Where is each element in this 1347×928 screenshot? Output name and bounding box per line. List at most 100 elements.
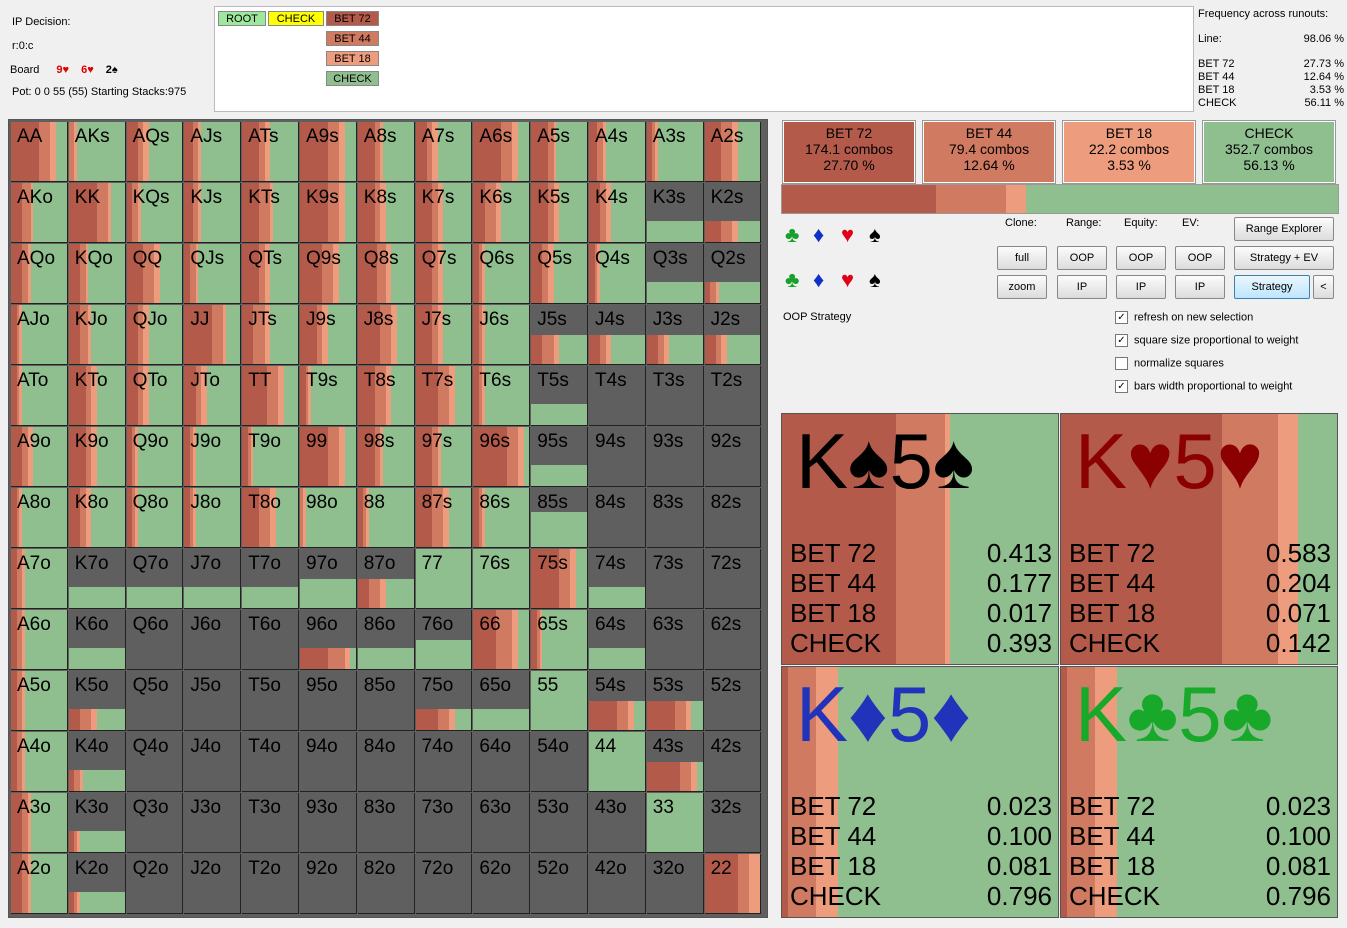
hand-cell-T7o[interactable]: T7o xyxy=(242,549,299,609)
hand-cell-KTo[interactable]: KTo xyxy=(68,366,126,426)
hand-cell-99[interactable]: 99 xyxy=(300,427,357,487)
hand-cell-A4s[interactable]: A4s xyxy=(589,122,646,182)
hand-cell-K4s[interactable]: K4s xyxy=(589,183,646,243)
hand-cell-73o[interactable]: 73o xyxy=(415,793,473,853)
hand-cell-82o[interactable]: 82o xyxy=(357,854,415,914)
hand-cell-QTo[interactable]: QTo xyxy=(126,366,184,426)
hand-cell-J7o[interactable]: J7o xyxy=(184,549,242,609)
option-checkbox[interactable]: normalize squares xyxy=(1115,357,1224,370)
hand-cell-54s[interactable]: 54s xyxy=(589,671,646,731)
hand-cell-92s[interactable]: 92s xyxy=(704,427,762,487)
tree-node-check-2[interactable]: CHECK xyxy=(326,71,379,86)
hand-cell-77[interactable]: 77 xyxy=(415,549,473,609)
hand-cell-Q3s[interactable]: Q3s xyxy=(646,244,704,304)
hand-cell-72o[interactable]: 72o xyxy=(415,854,473,914)
hand-cell-64o[interactable]: 64o xyxy=(473,732,531,792)
hand-cell-K3o[interactable]: K3o xyxy=(68,793,126,853)
hand-cell-84s[interactable]: 84s xyxy=(589,488,646,548)
hand-cell-J6o[interactable]: J6o xyxy=(184,610,242,670)
hand-cell-J7s[interactable]: J7s xyxy=(415,305,473,365)
hand-cell-A2o[interactable]: A2o xyxy=(11,854,68,914)
hand-cell-AQo[interactable]: AQo xyxy=(11,244,68,304)
strategy-ev-button[interactable]: Strategy + EV xyxy=(1234,246,1334,270)
hand-cell-A9o[interactable]: A9o xyxy=(11,427,68,487)
hand-cell-K5s[interactable]: K5s xyxy=(531,183,588,243)
hand-cell-J2s[interactable]: J2s xyxy=(704,305,762,365)
hand-cell-Q6s[interactable]: Q6s xyxy=(473,244,531,304)
option-checkbox[interactable]: ✓ square size proportional to weight xyxy=(1115,334,1298,347)
hand-cell-ATo[interactable]: ATo xyxy=(11,366,68,426)
hand-cell-J3o[interactable]: J3o xyxy=(184,793,242,853)
hand-cell-K4o[interactable]: K4o xyxy=(68,732,126,792)
hand-cell-J9o[interactable]: J9o xyxy=(184,427,242,487)
hand-cell-85s[interactable]: 85s xyxy=(531,488,588,548)
hand-cell-AKo[interactable]: AKo xyxy=(11,183,68,243)
hand-cell-KJo[interactable]: KJo xyxy=(68,305,126,365)
hand-cell-K8s[interactable]: K8s xyxy=(357,183,415,243)
hand-cell-T6s[interactable]: T6s xyxy=(473,366,531,426)
hand-cell-JJ[interactable]: JJ xyxy=(184,305,242,365)
hand-cell-76o[interactable]: 76o xyxy=(415,610,473,670)
hand-cell-64s[interactable]: 64s xyxy=(589,610,646,670)
hand-cell-QJo[interactable]: QJo xyxy=(126,305,184,365)
hand-cell-32o[interactable]: 32o xyxy=(646,854,704,914)
back-button[interactable]: < xyxy=(1313,275,1334,299)
hand-cell-A3s[interactable]: A3s xyxy=(646,122,704,182)
diamond-suit-toggle[interactable]: ♦ xyxy=(813,267,825,292)
hand-cell-87s[interactable]: 87s xyxy=(415,488,473,548)
tree-node-root[interactable]: ROOT xyxy=(218,11,266,26)
summary-check[interactable]: CHECK 352.7 combos 56.13 % xyxy=(1202,120,1336,184)
hand-cell-AJo[interactable]: AJo xyxy=(11,305,68,365)
hand-cell-AQs[interactable]: AQs xyxy=(126,122,184,182)
hand-cell-96s[interactable]: 96s xyxy=(473,427,531,487)
option-checkbox[interactable]: ✓ bars width proportional to weight xyxy=(1115,380,1292,393)
hand-cell-83o[interactable]: 83o xyxy=(357,793,415,853)
hand-cell-93o[interactable]: 93o xyxy=(300,793,357,853)
hand-cell-62o[interactable]: 62o xyxy=(473,854,531,914)
hand-cell-J4o[interactable]: J4o xyxy=(184,732,242,792)
hand-cell-52o[interactable]: 52o xyxy=(531,854,588,914)
tree-node-check[interactable]: CHECK xyxy=(268,11,324,26)
hand-cell-62s[interactable]: 62s xyxy=(704,610,762,670)
hand-cell-42o[interactable]: 42o xyxy=(589,854,646,914)
hand-cell-84o[interactable]: 84o xyxy=(357,732,415,792)
tree-node-bet18[interactable]: BET 18 xyxy=(326,51,379,66)
ev-oop-button[interactable]: OOP xyxy=(1175,246,1225,270)
hand-cell-Q6o[interactable]: Q6o xyxy=(126,610,184,670)
hand-cell-Q2o[interactable]: Q2o xyxy=(126,854,184,914)
hand-cell-93s[interactable]: 93s xyxy=(646,427,704,487)
hand-cell-42s[interactable]: 42s xyxy=(704,732,762,792)
hand-cell-T5s[interactable]: T5s xyxy=(531,366,588,426)
hand-cell-K2o[interactable]: K2o xyxy=(68,854,126,914)
hand-cell-Q9o[interactable]: Q9o xyxy=(126,427,184,487)
summary-bet-18[interactable]: BET 18 22.2 combos 3.53 % xyxy=(1062,120,1196,184)
checkbox-box[interactable] xyxy=(1115,357,1128,370)
hand-cell-97o[interactable]: 97o xyxy=(300,549,357,609)
hand-cell-KK[interactable]: KK xyxy=(68,183,126,243)
hand-cell-63o[interactable]: 63o xyxy=(473,793,531,853)
hand-cell-88[interactable]: 88 xyxy=(357,488,415,548)
hand-cell-K6o[interactable]: K6o xyxy=(68,610,126,670)
hand-cell-Q7s[interactable]: Q7s xyxy=(415,244,473,304)
hand-cell-96o[interactable]: 96o xyxy=(300,610,357,670)
hand-cell-83s[interactable]: 83s xyxy=(646,488,704,548)
hand-cell-A3o[interactable]: A3o xyxy=(11,793,68,853)
hand-cell-52s[interactable]: 52s xyxy=(704,671,762,731)
hand-cell-J9s[interactable]: J9s xyxy=(300,305,357,365)
hand-cell-33[interactable]: 33 xyxy=(646,793,704,853)
hand-cell-65s[interactable]: 65s xyxy=(531,610,588,670)
combo-panel-K5[interactable]: K♣5♣ BET 72 0.023 BET 44 0.100 BET 18 0.081 CHE… xyxy=(1060,666,1338,918)
hand-cell-K8o[interactable]: K8o xyxy=(68,488,126,548)
hand-cell-32s[interactable]: 32s xyxy=(704,793,762,853)
hand-cell-Q5o[interactable]: Q5o xyxy=(126,671,184,731)
hand-cell-75s[interactable]: 75s xyxy=(531,549,588,609)
hand-cell-AA[interactable]: AA xyxy=(11,122,68,182)
hand-cell-98s[interactable]: 98s xyxy=(357,427,415,487)
hand-cell-T8s[interactable]: T8s xyxy=(357,366,415,426)
hand-cell-T9o[interactable]: T9o xyxy=(242,427,299,487)
hand-cell-Q4s[interactable]: Q4s xyxy=(589,244,646,304)
spade-suit-toggle[interactable]: ♠ xyxy=(869,267,881,292)
hand-cell-TT[interactable]: TT xyxy=(242,366,299,426)
hand-cell-Q8s[interactable]: Q8s xyxy=(357,244,415,304)
hand-cell-T2s[interactable]: T2s xyxy=(704,366,762,426)
